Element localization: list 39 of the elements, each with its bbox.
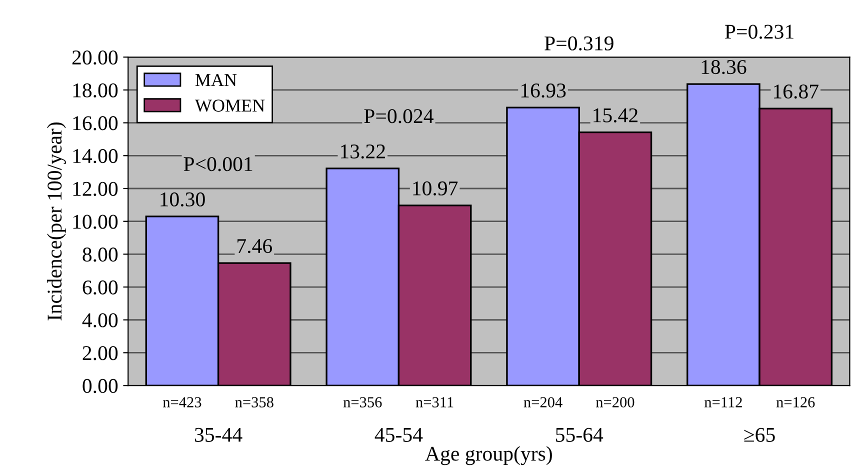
text: n=358 bbox=[235, 397, 274, 408]
text: n=204 bbox=[524, 397, 562, 408]
x-tick-label: 55-64 bbox=[556, 428, 604, 442]
text: P=0.231 bbox=[725, 24, 794, 39]
x-tick-label: 35-44 bbox=[195, 428, 242, 442]
data-label: 16.87 bbox=[774, 84, 818, 99]
text: n=200 bbox=[596, 397, 634, 408]
x-axis-title: Age group(yrs) bbox=[425, 446, 552, 466]
annotation: P=0.024 bbox=[364, 109, 434, 124]
annotation: P<0.001 bbox=[184, 157, 252, 172]
y-tick-label: 0.00 bbox=[82, 378, 118, 394]
text: n=311 bbox=[416, 397, 454, 408]
text: n=356 bbox=[343, 397, 382, 408]
data-label: 10.30 bbox=[160, 192, 205, 207]
data-label: 13.22 bbox=[341, 144, 385, 159]
y-tick-label: 18.00 bbox=[73, 83, 118, 98]
legend-label: WOMEN bbox=[194, 100, 265, 112]
x-tick-label: 45-54 bbox=[374, 428, 423, 442]
y-tick-label: 12.00 bbox=[73, 182, 118, 196]
data-label: 15.42 bbox=[594, 108, 638, 122]
y-tick-label: 8.00 bbox=[82, 248, 118, 262]
y-tick-label: 6.00 bbox=[82, 280, 118, 295]
data-label: 16.93 bbox=[521, 84, 566, 98]
legend-label: MAN bbox=[195, 74, 237, 86]
text: P=0.319 bbox=[544, 36, 614, 51]
y-tick-label: 16.00 bbox=[73, 116, 118, 130]
y-tick-label: 4.00 bbox=[82, 313, 118, 328]
y-tick-label: 20.00 bbox=[72, 50, 118, 65]
y-axis-title: Incidence(per 100/year) bbox=[46, 122, 66, 320]
text: n=112 bbox=[704, 397, 742, 408]
data-label: 7.46 bbox=[238, 239, 272, 254]
y-tick-label: 2.00 bbox=[82, 346, 118, 360]
text: n=126 bbox=[776, 397, 815, 408]
data-label: 18.36 bbox=[702, 60, 746, 74]
text: n=423 bbox=[162, 397, 202, 408]
y-tick-label: 10.00 bbox=[73, 214, 118, 229]
y-tick-label: 14.00 bbox=[73, 149, 118, 164]
data-label: 10.97 bbox=[413, 181, 458, 196]
x-tick-label: ≥65 bbox=[744, 428, 775, 442]
